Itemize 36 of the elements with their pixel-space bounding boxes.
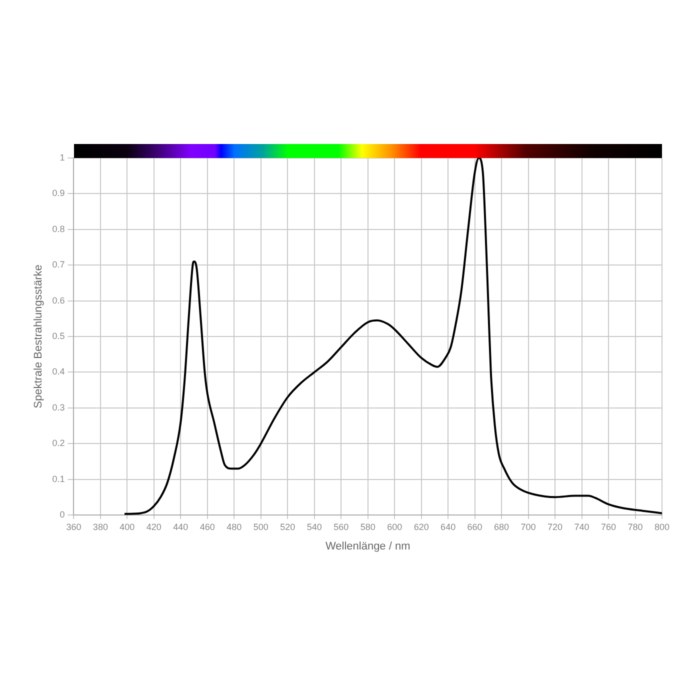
x-tick-label: 540: [306, 522, 322, 532]
y-tick-label: 0.8: [52, 224, 65, 234]
y-tick-label: 0.3: [52, 402, 65, 412]
x-tick-label: 620: [414, 522, 429, 532]
x-tick-label: 680: [494, 522, 510, 532]
x-tick-label: 480: [226, 522, 242, 532]
y-tick-label: 0: [60, 509, 65, 520]
x-tick-label: 740: [574, 522, 590, 532]
x-tick-label: 780: [628, 522, 643, 532]
x-tick-label: 580: [360, 522, 376, 532]
x-tick-label: 700: [520, 522, 536, 532]
y-tick-label: 0.5: [52, 330, 65, 341]
x-tick-label: 560: [334, 522, 349, 532]
x-tick-label: 420: [146, 522, 162, 532]
x-tick-label: 720: [548, 522, 563, 532]
x-tick-label: 760: [601, 522, 616, 532]
y-tick-label: 0.1: [52, 474, 65, 484]
x-tick-label: 400: [120, 522, 135, 532]
y-tick-label: 1: [60, 152, 65, 162]
x-tick-label: 800: [654, 522, 670, 532]
x-tick-label: 600: [387, 522, 402, 532]
x-tick-label: 380: [92, 522, 108, 532]
x-tick-label: 460: [200, 522, 215, 532]
x-tick-label: 500: [253, 522, 268, 532]
x-tick-label: 640: [440, 522, 456, 532]
y-tick-label: 0.9: [52, 188, 65, 198]
y-axis-title: Spektrale Bestrahlungsstärke: [32, 264, 45, 408]
x-tick-label: 520: [280, 522, 296, 532]
y-tick-label: 0.2: [52, 438, 65, 448]
x-axis-title: Wellenlänge / nm: [325, 540, 410, 552]
y-tick-label: 0.4: [52, 366, 65, 377]
x-tick-label: 440: [173, 522, 188, 532]
y-tick-label: 0.7: [52, 260, 65, 270]
y-tick-label: 0.6: [52, 295, 65, 306]
x-tick-label: 660: [467, 522, 482, 532]
x-tick-label: 360: [66, 522, 82, 532]
